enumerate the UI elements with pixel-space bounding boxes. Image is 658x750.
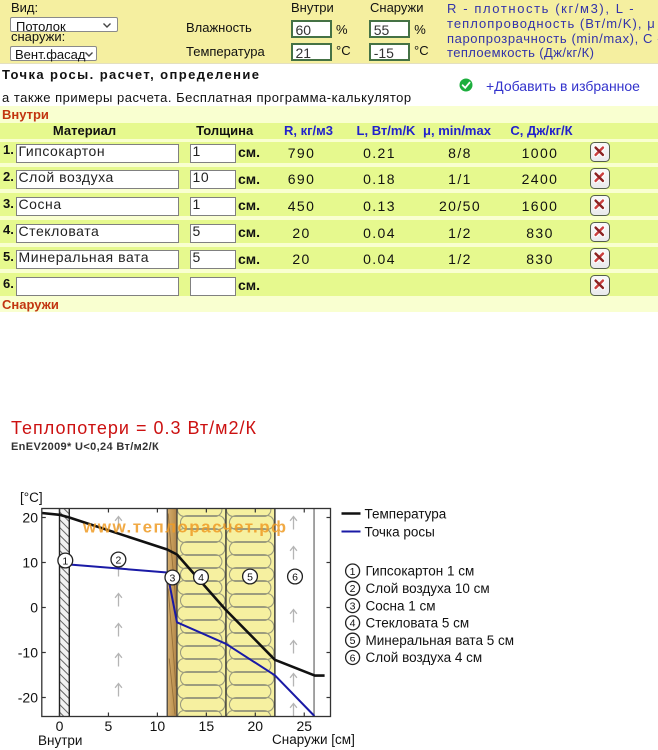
- svg-text:5: 5: [247, 571, 253, 583]
- svg-text:Слой воздуха 4 см: Слой воздуха 4 см: [366, 650, 483, 665]
- svg-text:1: 1: [350, 566, 356, 578]
- svg-text:6: 6: [292, 571, 298, 583]
- svg-text:6: 6: [350, 652, 356, 664]
- svg-text:10: 10: [22, 555, 38, 571]
- svg-text:Минеральная вата 5 см: Минеральная вата 5 см: [366, 633, 515, 648]
- svg-text:[°C]: [°C]: [20, 490, 43, 505]
- svg-text:Стекловата 5 см: Стекловата 5 см: [366, 616, 470, 631]
- svg-text:10: 10: [150, 718, 166, 734]
- svg-text:Снаружи [см]: Снаружи [см]: [272, 732, 355, 747]
- svg-text:3: 3: [169, 572, 175, 584]
- svg-text:2: 2: [115, 554, 121, 566]
- svg-text:Гипсокартон 1 см: Гипсокартон 1 см: [366, 564, 475, 579]
- svg-text:-20: -20: [18, 690, 38, 706]
- svg-text:Температура: Температура: [365, 507, 447, 522]
- svg-text:Внутри: Внутри: [38, 733, 82, 748]
- svg-text:5: 5: [350, 635, 356, 647]
- svg-text:0: 0: [30, 600, 38, 616]
- svg-text:4: 4: [198, 572, 204, 584]
- svg-text:-10: -10: [18, 645, 38, 661]
- svg-text:15: 15: [199, 718, 215, 734]
- svg-text:0: 0: [56, 718, 64, 734]
- svg-text:2: 2: [350, 583, 356, 595]
- svg-text:20: 20: [248, 718, 264, 734]
- svg-text:1: 1: [62, 555, 68, 567]
- svg-text:Сосна 1 см: Сосна 1 см: [366, 598, 436, 613]
- svg-text:4: 4: [350, 618, 356, 630]
- svg-text:20: 20: [22, 510, 38, 526]
- svg-text:www.теплорасчет.рф: www.теплорасчет.рф: [82, 518, 288, 537]
- svg-text:25: 25: [296, 718, 312, 734]
- svg-text:Слой воздуха 10 см: Слой воздуха 10 см: [366, 581, 490, 596]
- svg-text:5: 5: [105, 718, 113, 734]
- svg-text:3: 3: [350, 600, 356, 612]
- svg-text:Точка росы: Точка росы: [365, 525, 435, 540]
